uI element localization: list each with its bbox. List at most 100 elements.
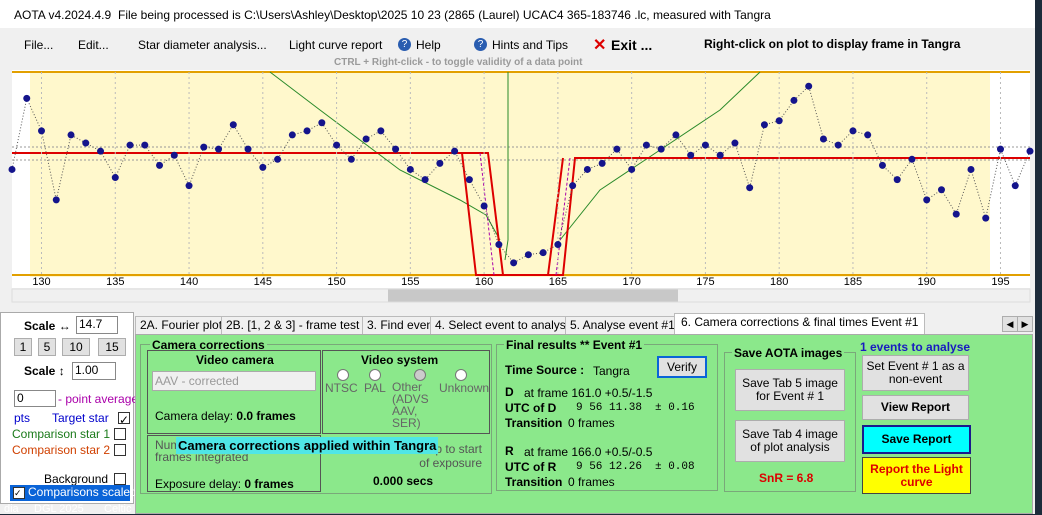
time-source-label: Time Source : [505, 363, 585, 377]
secs-value: 0.000 secs [373, 474, 434, 488]
data-point [569, 182, 577, 190]
menu-help[interactable]: Help [416, 38, 441, 52]
num-label: Num [155, 438, 181, 452]
data-point [333, 141, 341, 149]
data-point [672, 131, 680, 139]
d-label: D [505, 385, 514, 399]
verify-button[interactable]: Verify [657, 356, 707, 378]
scale-v-input[interactable]: 1.00 [72, 362, 116, 380]
data-point [97, 147, 105, 155]
video-camera-box [147, 350, 321, 434]
light-curve-plot[interactable]: 130 135 140 145 150 155 160 165 170 175 180 185 190 1… [0, 0, 1035, 305]
data-point [52, 196, 60, 204]
data-point [126, 141, 134, 149]
data-point [436, 159, 444, 167]
report-button[interactable]: Report the Light curve [862, 457, 971, 494]
menu-file[interactable]: File... [24, 38, 54, 52]
data-point [952, 210, 960, 218]
save-tab5-button[interactable]: Save Tab 5 image for Event # 1 [735, 369, 845, 411]
scroll-thumb[interactable] [388, 289, 678, 302]
radio[interactable] [337, 369, 349, 384]
scale-h-label: Scale ↔ [24, 319, 71, 333]
data-point [996, 145, 1004, 153]
radio[interactable] [414, 369, 426, 384]
step-button[interactable]: 5 [38, 338, 56, 356]
menu-report[interactable]: Light curve report [289, 38, 383, 52]
plot-zone [30, 72, 990, 277]
menu-hints[interactable]: Hints and Tips [492, 38, 569, 52]
taskbar-item[interactable]: DGL 2025 [34, 503, 84, 515]
data-point [554, 241, 562, 249]
data-point [141, 141, 149, 149]
x-tick-label: 150 [327, 276, 345, 288]
final-title: Final results ** Event #1 [504, 338, 645, 352]
data-point [613, 145, 621, 153]
camera-group [140, 344, 492, 494]
step-button[interactable]: 10 [62, 338, 90, 356]
tab[interactable]: 3. Find events [362, 316, 448, 334]
camera-delay-value: 0.0 frames [236, 409, 296, 423]
video-camera-title: Video camera [196, 353, 274, 367]
tooltip: Camera corrections applied within Tangra [176, 437, 439, 454]
checkbox[interactable] [110, 426, 126, 440]
transition-label: Transition [505, 475, 563, 489]
x-tick-label: 160 [475, 276, 493, 288]
data-point [229, 121, 237, 129]
app-title: AOTA v4.2024.4.9 [14, 8, 112, 22]
taskbar-item[interactable]: Celtic [104, 503, 132, 515]
radio[interactable] [369, 369, 381, 384]
view-report-button[interactable]: View Report [862, 395, 969, 420]
scale-h-input[interactable]: 14.7 [76, 316, 118, 334]
tab-scroll-left[interactable]: ◀ [1002, 316, 1018, 332]
save-title: Save AOTA images [732, 346, 845, 360]
data-point [392, 145, 400, 153]
data-point [849, 127, 857, 135]
step-button[interactable]: 15 [98, 338, 126, 356]
snr: SnR = 6.8 [759, 471, 814, 485]
data-point [347, 155, 355, 163]
x-tick-label: 135 [106, 276, 124, 288]
transition-label: Transition [505, 416, 563, 430]
data-point [465, 176, 473, 184]
scaled-row[interactable]: ✓ Comparisons scaled [10, 485, 137, 501]
tab[interactable]: 4. Select event to analyse [430, 316, 578, 334]
system-option: NTSC [325, 381, 358, 395]
x-tick-label: 155 [401, 276, 419, 288]
x-tick-label: 145 [254, 276, 272, 288]
menu-edit[interactable]: Edit... [78, 38, 109, 52]
camera-select[interactable]: AAV - corrected [152, 371, 316, 391]
radio[interactable] [455, 369, 467, 384]
menu-star[interactable]: Star diameter analysis... [138, 38, 267, 52]
save-tab4-button[interactable]: Save Tab 4 image of plot analysis [735, 420, 845, 462]
tab[interactable]: 5. Analyse event #1 [565, 316, 680, 334]
tab[interactable]: 2B. [1, 2 & 3] - frame test [221, 316, 365, 334]
data-point [642, 141, 650, 149]
x-tick-label: 140 [180, 276, 198, 288]
scrollbar[interactable] [11, 288, 1031, 303]
save-report-button[interactable]: Save Report [862, 425, 971, 454]
data-point [303, 127, 311, 135]
checkbox[interactable] [110, 471, 126, 485]
camera-delay-label: Camera delay: [155, 409, 234, 423]
system-option: Unknown [439, 381, 490, 395]
average-select[interactable]: 0 [14, 390, 56, 407]
data-point [878, 161, 886, 169]
data-point [38, 127, 46, 135]
taskbar-item[interactable]: dia [4, 503, 19, 515]
utc-d-error: ± 0.16 [655, 402, 695, 414]
background-label: Background [44, 472, 109, 486]
data-point [775, 117, 783, 125]
scale-v-label: Scale ↕ [24, 364, 65, 378]
data-point [539, 249, 547, 257]
tab[interactable]: 2A. Fourier plot [135, 316, 228, 334]
checkbox[interactable]: ✓ [118, 411, 130, 427]
tab-scroll-right[interactable]: ▶ [1017, 316, 1033, 332]
non-event-button[interactable]: Set Event # 1 as a non-event [862, 355, 969, 391]
step-button[interactable]: 1 [14, 338, 32, 356]
data-point [259, 163, 267, 171]
menu-exit[interactable]: Exit ... [611, 37, 653, 53]
data-point [377, 127, 385, 135]
tab-active[interactable]: 6. Camera corrections & final times Even… [674, 313, 926, 334]
checkbox[interactable] [110, 442, 126, 456]
